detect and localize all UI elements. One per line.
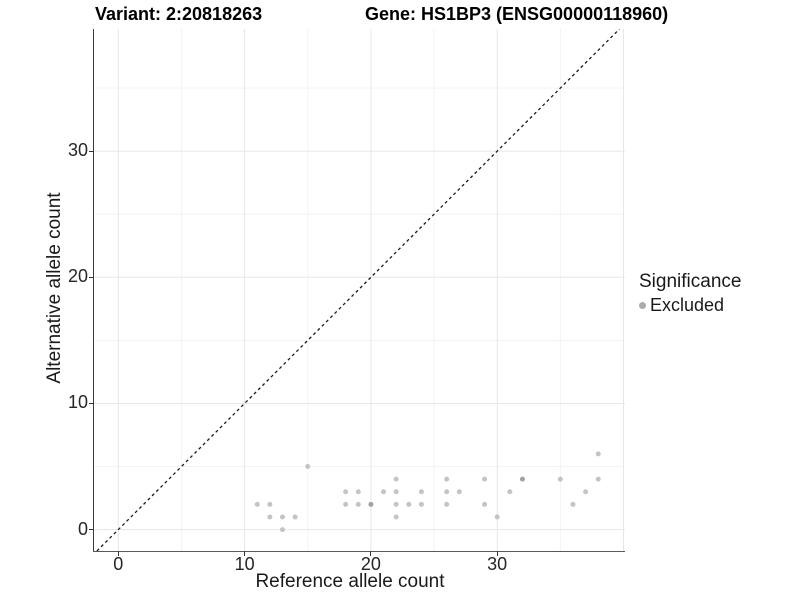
y-tick-label: 20 xyxy=(67,266,88,287)
y-tick-mark xyxy=(88,276,94,278)
legend-title: Significance xyxy=(639,271,742,292)
x-tick-label: 20 xyxy=(360,554,381,574)
data-point xyxy=(570,501,576,507)
y-tick-label: 0 xyxy=(77,518,88,539)
data-point xyxy=(406,501,412,507)
data-point xyxy=(343,501,349,507)
data-point xyxy=(254,501,260,507)
y-tick-label: 10 xyxy=(67,392,88,413)
data-point xyxy=(418,489,424,495)
data-point xyxy=(381,489,387,495)
x-tick-mark xyxy=(117,551,119,556)
data-point xyxy=(393,514,399,520)
data-point xyxy=(292,514,298,520)
y-axis-title: Alternative allele count xyxy=(44,192,65,384)
data-point xyxy=(444,476,450,482)
x-tick-label: 10 xyxy=(234,554,255,574)
data-point xyxy=(418,501,424,507)
y-axis-line xyxy=(92,29,94,552)
legend: Significance Excluded xyxy=(639,270,741,316)
data-point xyxy=(557,476,563,482)
data-point xyxy=(595,451,601,457)
data-point xyxy=(519,476,525,482)
data-point xyxy=(456,489,462,495)
y-tick-mark xyxy=(88,529,94,531)
data-point xyxy=(393,476,399,482)
data-point xyxy=(444,489,450,495)
y-tick-label: 30 xyxy=(67,140,88,161)
data-point xyxy=(482,476,488,482)
data-point xyxy=(494,514,500,520)
y-tick-mark xyxy=(88,402,94,404)
x-tick-mark xyxy=(244,551,246,556)
x-tick-mark xyxy=(496,551,498,556)
data-point xyxy=(355,489,361,495)
data-point xyxy=(368,501,374,507)
data-point xyxy=(355,501,361,507)
data-point xyxy=(393,489,399,495)
x-axis-title: Reference allele count xyxy=(255,571,445,592)
data-point xyxy=(343,489,349,495)
identity-line xyxy=(96,29,620,551)
data-point xyxy=(279,527,285,533)
plot-canvas xyxy=(94,29,625,551)
data-point xyxy=(583,489,589,495)
plot-panel xyxy=(94,29,625,551)
data-point xyxy=(267,501,273,507)
legend-item-excluded: Excluded xyxy=(639,295,741,316)
data-point xyxy=(507,489,513,495)
data-point xyxy=(267,514,273,520)
x-tick-label: 30 xyxy=(487,554,508,574)
data-point xyxy=(444,501,450,507)
data-point xyxy=(279,514,285,520)
x-tick-label: 0 xyxy=(113,554,124,574)
data-point xyxy=(482,501,488,507)
y-tick-mark xyxy=(88,150,94,152)
x-axis-line xyxy=(92,550,625,553)
x-tick-mark xyxy=(370,551,372,556)
data-point xyxy=(305,464,311,470)
data-point xyxy=(595,476,601,482)
legend-item-label: Excluded xyxy=(650,295,725,315)
legend-point-icon xyxy=(639,302,646,309)
variant-title: Variant: 2:20818263 xyxy=(95,4,263,24)
data-point xyxy=(393,501,399,507)
gene-title: Gene: HS1BP3 (ENSG00000118960) xyxy=(365,4,669,24)
